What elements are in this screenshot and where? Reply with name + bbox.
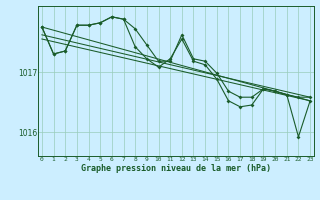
X-axis label: Graphe pression niveau de la mer (hPa): Graphe pression niveau de la mer (hPa) [81, 164, 271, 173]
